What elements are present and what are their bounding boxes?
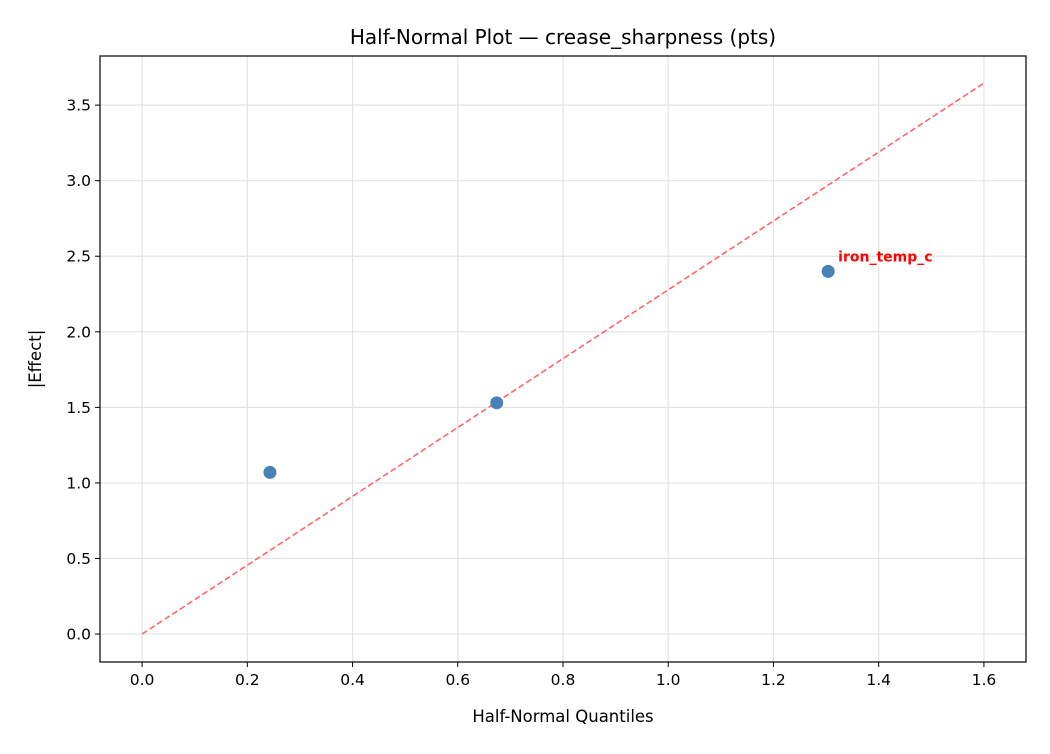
x-tick-label: 1.4 — [866, 671, 891, 689]
point-label: iron_temp_c — [838, 249, 932, 265]
data-point — [490, 396, 504, 410]
x-tick-label: 0.4 — [340, 671, 365, 689]
points-group: iron_temp_c — [263, 249, 933, 479]
y-tick-label: 1.5 — [66, 399, 91, 417]
reference-line — [141, 82, 985, 635]
x-tick-label: 1.2 — [761, 671, 786, 689]
y-tick-label: 1.0 — [66, 474, 91, 492]
x-tick-label: 1.0 — [656, 671, 681, 689]
reference-line-group — [141, 82, 985, 635]
y-tick-label: 0.0 — [66, 626, 91, 644]
y-axis-ticks: 0.0 0.5 1.0 1.5 2.0 2.5 3.0 3.5 — [66, 97, 100, 644]
x-axis-ticks: 0.0 0.2 0.4 0.6 0.8 1.0 1.2 1.4 1.6 — [130, 662, 996, 689]
y-tick-label: 2.5 — [66, 248, 91, 266]
x-tick-label: 0.2 — [235, 671, 260, 689]
y-tick-label: 3.0 — [66, 172, 91, 190]
grid — [100, 56, 1026, 662]
data-point — [821, 264, 835, 278]
y-tick-label: 3.5 — [66, 97, 91, 115]
x-tick-label: 0.6 — [445, 671, 470, 689]
x-axis-label: Half-Normal Quantiles — [472, 707, 653, 726]
chart-title: Half-Normal Plot — crease_sharpness (pts… — [350, 25, 776, 49]
data-point — [263, 465, 277, 479]
x-tick-label: 0.8 — [551, 671, 576, 689]
y-tick-label: 2.0 — [66, 323, 91, 341]
y-axis-label: |Effect| — [26, 330, 45, 389]
x-tick-label: 0.0 — [130, 671, 155, 689]
x-tick-label: 1.6 — [972, 671, 997, 689]
y-tick-label: 0.5 — [66, 550, 91, 568]
